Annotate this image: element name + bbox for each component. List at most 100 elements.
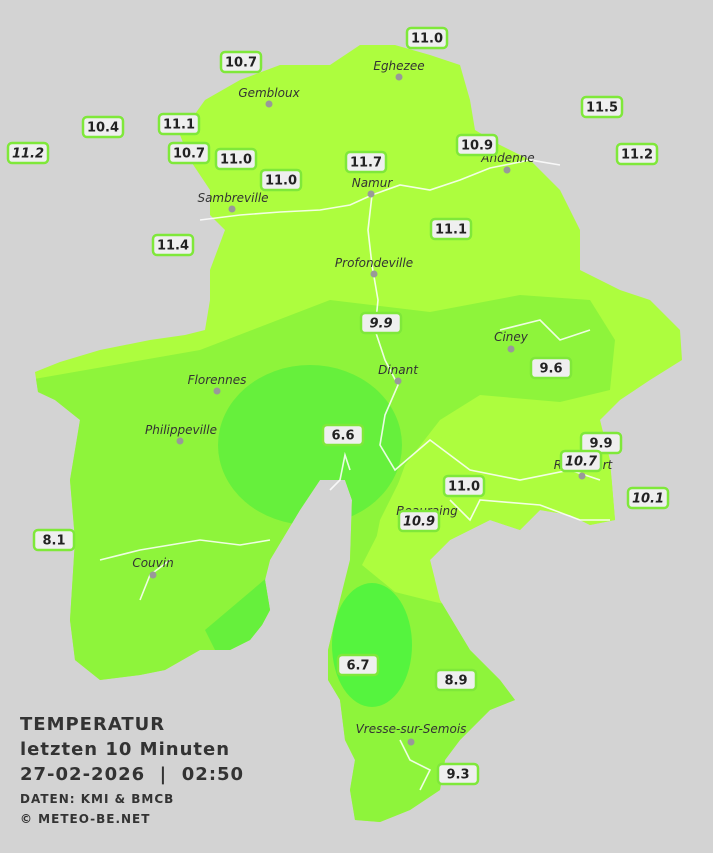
stations: 11.0 10.7 11.5 10.4 11.1 11.2 10.7 11.0 11.7 10.9… (6, 26, 670, 786)
station: 10.9 (455, 133, 499, 157)
city-label: Profondeville (335, 256, 413, 270)
city-dot (578, 472, 586, 480)
station-box (397, 509, 441, 533)
station: 10.9 (397, 509, 441, 533)
cities: EghezeeGemblouxAndenneNamurSambrevillePr… (132, 59, 614, 746)
station-value: 10.4 (87, 121, 119, 136)
city-label: Florennes (188, 373, 247, 387)
station-box (429, 217, 473, 241)
city-label: Philippeville (145, 423, 217, 437)
station-value: 11.5 (586, 101, 618, 116)
station: 10.4 (81, 115, 125, 139)
station-value: 8.9 (444, 674, 467, 689)
city-label: Sambreville (197, 191, 268, 205)
city-dot (213, 387, 221, 395)
station-box (436, 762, 480, 786)
station: 6.7 (336, 653, 380, 677)
station: 11.4 (151, 233, 195, 257)
station-box (167, 141, 211, 165)
station-box (32, 528, 76, 552)
source: DATEN: KMI & BMCB (20, 792, 174, 806)
city-dot (149, 571, 157, 579)
copyright: © METEO-BE.NET (20, 812, 150, 826)
station-box (344, 150, 388, 174)
city-label: Gembloux (238, 86, 300, 100)
station-box (615, 142, 659, 166)
station: 11.0 (442, 474, 486, 498)
station: 11.2 (615, 142, 659, 166)
city-label: Couvin (132, 556, 173, 570)
station-box (81, 115, 125, 139)
station-box (434, 668, 478, 692)
station: 9.9 (579, 431, 623, 455)
station: 10.7 (167, 141, 211, 165)
station-value: 11.4 (157, 239, 189, 254)
station-box (442, 474, 486, 498)
city-label: Eghezee (373, 59, 424, 73)
station: 11.2 (6, 141, 50, 165)
station: 9.9 (359, 311, 403, 335)
station-value: 8.1 (42, 534, 65, 549)
station-value: 11.7 (350, 156, 382, 171)
station: 11.7 (344, 150, 388, 174)
station-value: 11.0 (265, 174, 297, 189)
station: 11.0 (405, 26, 449, 50)
city-dot (407, 738, 415, 746)
city-dot (507, 345, 515, 353)
city-dot (265, 100, 273, 108)
station: 10.7 (559, 449, 603, 473)
station-value: 9.9 (369, 317, 392, 332)
title: TEMPERATUR (20, 714, 165, 735)
station: 11.0 (214, 147, 258, 171)
station-box (219, 50, 263, 74)
station-box (157, 112, 201, 136)
city-dot (176, 437, 184, 445)
station-box (214, 147, 258, 171)
station-box (151, 233, 195, 257)
station-value: 11.2 (12, 147, 44, 162)
city-label: Dinant (378, 363, 419, 377)
station-value: 11.0 (411, 32, 443, 47)
station-box (529, 356, 573, 380)
station-value: 9.3 (446, 768, 469, 783)
city-dot (394, 377, 402, 385)
station-value: 6.7 (346, 659, 369, 674)
datetime: 27-02-2026 | 02:50 (20, 764, 244, 785)
zone-warm (370, 420, 620, 580)
station: 9.6 (529, 356, 573, 380)
subtitle: letzten 10 Minuten (20, 739, 230, 760)
station-value: 9.6 (539, 362, 562, 377)
header: TEMPERATUR letzten 10 Minuten 27-02-2026… (20, 714, 244, 826)
station: 9.3 (436, 762, 480, 786)
city-dot (395, 73, 403, 81)
station: 11.0 (259, 168, 303, 192)
station-value: 10.9 (461, 139, 493, 154)
station-box (455, 133, 499, 157)
station-value: 10.9 (403, 515, 435, 530)
city-label: Ciney (494, 330, 529, 344)
station: 8.1 (32, 528, 76, 552)
station: 8.9 (434, 668, 478, 692)
station-value: 10.7 (225, 56, 257, 71)
city-dot (367, 190, 375, 198)
station: 11.5 (580, 95, 624, 119)
station: 6.6 (321, 423, 365, 447)
station-box (626, 486, 670, 510)
station-box (405, 26, 449, 50)
station-value: 10.7 (173, 147, 205, 162)
station: 11.1 (429, 217, 473, 241)
station-box (359, 311, 403, 335)
city-dot (503, 166, 511, 174)
city-label: Namur (352, 176, 394, 190)
city-dot (370, 270, 378, 278)
city-label: Vresse-sur-Semois (356, 722, 467, 736)
station-value: 11.2 (621, 148, 653, 163)
station-value: 11.0 (448, 480, 480, 495)
station-value: 11.0 (220, 153, 252, 168)
city-dot (228, 205, 236, 213)
station-value: 6.6 (331, 429, 354, 444)
station-box (321, 423, 365, 447)
station: 10.1 (626, 486, 670, 510)
station-box (336, 653, 380, 677)
